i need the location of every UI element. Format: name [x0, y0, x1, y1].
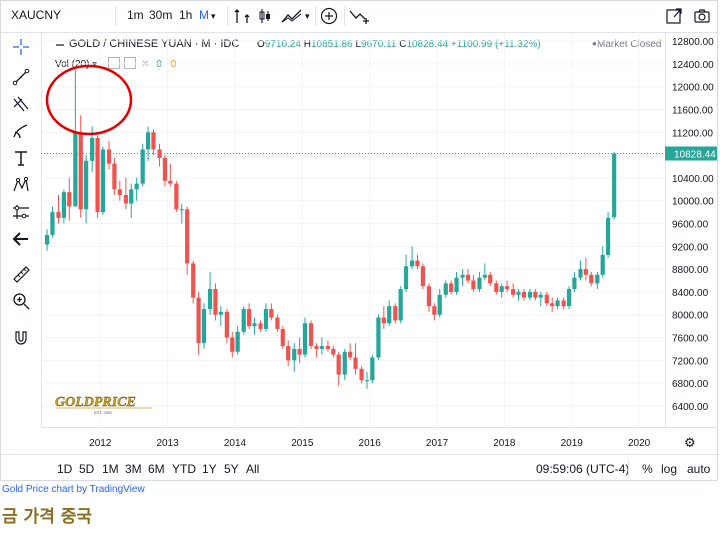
open-label: O: [257, 39, 265, 50]
volume-value-up: 0: [156, 59, 162, 70]
trend-line-icon[interactable]: [12, 68, 30, 86]
low-label: L: [355, 39, 362, 50]
range-5y[interactable]: 5Y: [224, 462, 239, 476]
volume-value-down: 0: [170, 59, 177, 70]
market-status-dot: ●: [592, 39, 597, 48]
legend-title: GOLD / CHINESE YUAN · M · IDC: [69, 38, 240, 50]
toolbar-divider: [344, 6, 345, 26]
fib-tool-icon[interactable]: [12, 95, 30, 113]
range-all[interactable]: All: [246, 462, 260, 476]
price-axis[interactable]: [665, 32, 720, 428]
brush-icon[interactable]: [12, 122, 30, 140]
caption: 금 가격 중국: [2, 507, 93, 527]
add-icon[interactable]: [320, 7, 338, 25]
toolbar-divider: [628, 459, 629, 479]
range-5d[interactable]: 5D: [79, 462, 95, 476]
range-1m[interactable]: 1M: [102, 462, 119, 476]
close-label: C: [399, 39, 407, 50]
volume-label: Vol (20): [55, 59, 90, 70]
interval-dropdown-icon[interactable]: ▾: [211, 11, 216, 21]
auto-toggle[interactable]: auto: [687, 462, 711, 476]
range-6m[interactable]: 6M: [148, 462, 165, 476]
toolbar-divider: [227, 6, 228, 26]
market-status: Market Closed: [597, 39, 662, 50]
top-toolbar: XAUCNY 1m 30m 1h M ▾ ▾: [1, 1, 719, 33]
range-1y[interactable]: 1Y: [202, 462, 217, 476]
zoom-in-icon[interactable]: [12, 292, 30, 310]
bottom-toolbar: 1D 5D 1M 3M 6M YTD 1Y 5Y All 09:59:06 (U…: [1, 454, 719, 482]
interval-1h[interactable]: 1h: [179, 8, 193, 22]
toolbar-divider: [115, 6, 116, 26]
interval-1m[interactable]: 1m: [127, 8, 144, 22]
symbol-search[interactable]: XAUCNY: [11, 8, 62, 22]
interval-month[interactable]: M: [199, 8, 209, 22]
logo-text: GOLDPRICE: [55, 395, 136, 410]
close-value: 10828.44: [406, 39, 449, 50]
remove-icon[interactable]: ✕: [141, 59, 150, 70]
clock[interactable]: 09:59:06 (UTC-4): [536, 462, 630, 476]
prediction-tool-icon[interactable]: [12, 203, 30, 221]
tradingview-credit-link[interactable]: Gold Price chart by TradingView: [2, 484, 145, 495]
crosshair-icon[interactable]: [12, 38, 30, 56]
compare-icon[interactable]: [233, 7, 253, 25]
interval-30m[interactable]: 30m: [149, 8, 173, 22]
high-label: H: [303, 39, 311, 50]
low-value: 9670.11: [361, 39, 397, 50]
back-arrow-icon[interactable]: [12, 230, 30, 248]
alert-chart-icon[interactable]: [349, 7, 371, 25]
candle-style-icon[interactable]: [257, 7, 273, 25]
range-ytd[interactable]: YTD: [172, 462, 196, 476]
range-1d[interactable]: 1D: [57, 462, 73, 476]
high-value: 10851.86: [310, 39, 353, 50]
change-value: +1100.99 (+11.32%): [450, 39, 541, 50]
log-toggle[interactable]: log: [661, 462, 678, 476]
fullscreen-icon[interactable]: [665, 7, 683, 25]
ruler-icon[interactable]: [12, 265, 30, 283]
indicators-dropdown-icon[interactable]: ▾: [305, 11, 310, 21]
toolbar-divider: [315, 6, 316, 26]
legend-ohlc: O9710.24 H10851.86 L9670.11 C10828.44 +1…: [257, 39, 541, 50]
volume-legend: Vol (20) ▾ ✕ 0 0: [55, 57, 176, 70]
pattern-tool-icon[interactable]: [12, 176, 30, 194]
camera-icon[interactable]: [693, 7, 711, 25]
goldprice-logo: GOLDPRICE EST. 2002: [55, 395, 152, 415]
percent-toggle[interactable]: %: [642, 462, 653, 476]
range-3m[interactable]: 3M: [125, 462, 142, 476]
magnet-icon[interactable]: [12, 329, 30, 347]
volume-dropdown-icon[interactable]: ▾: [92, 59, 97, 69]
open-value: 9710.24: [264, 39, 301, 50]
collapse-legend-icon[interactable]: [55, 40, 65, 50]
drawing-toolbar: [1, 32, 42, 428]
indicators-icon[interactable]: [281, 7, 303, 25]
text-tool-icon[interactable]: [12, 149, 30, 167]
visibility-icon[interactable]: [107, 57, 120, 69]
logo-subtext: EST. 2002: [94, 410, 113, 415]
settings-icon[interactable]: [124, 57, 137, 69]
